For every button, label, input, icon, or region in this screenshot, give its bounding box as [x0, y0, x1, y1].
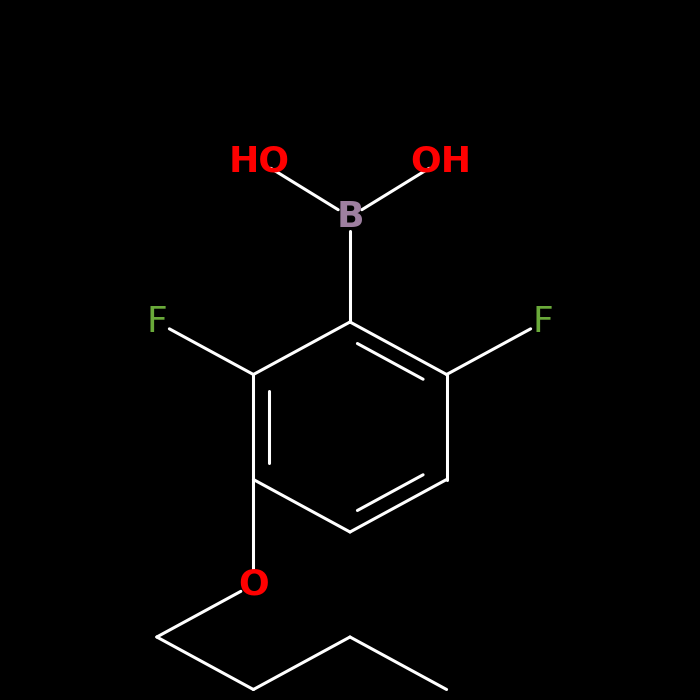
Text: HO: HO [228, 144, 290, 178]
Text: F: F [146, 305, 167, 339]
Text: B: B [336, 200, 364, 234]
Text: F: F [533, 305, 554, 339]
Text: O: O [238, 568, 269, 601]
Text: OH: OH [410, 144, 472, 178]
